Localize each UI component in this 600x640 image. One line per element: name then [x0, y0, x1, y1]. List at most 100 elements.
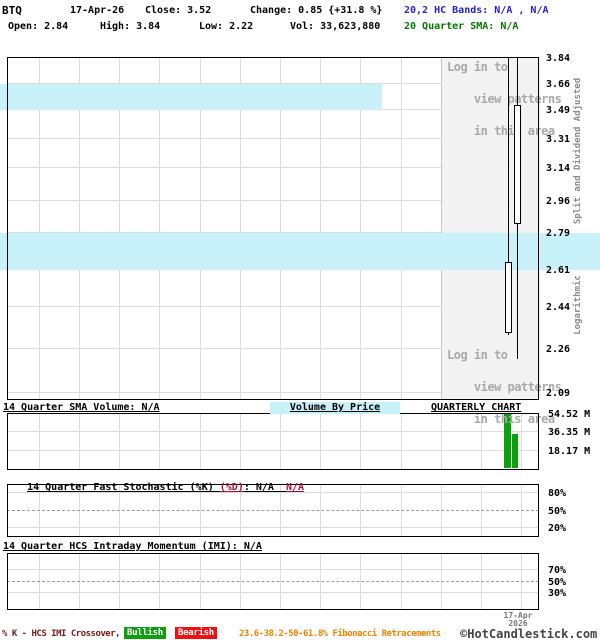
vertical-gridline — [481, 484, 482, 537]
login-notice-top[interactable]: Log in to view patterns in this area — [447, 59, 562, 139]
volume-panel — [7, 413, 539, 470]
login-line: view patterns — [473, 380, 562, 394]
price-axis-label: 2.96 — [546, 195, 571, 207]
vertical-gridline — [159, 484, 161, 537]
stochastic-k-value: : N/A — [243, 482, 286, 493]
price-gridline — [7, 138, 539, 140]
vertical-gridline — [440, 413, 442, 470]
vertical-gridline — [280, 57, 281, 400]
volume-axis-label: 36.35 M — [548, 427, 591, 439]
hc-bands-value: 20,2 HC Bands: N/A , N/A — [404, 5, 549, 16]
x-axis-year: 2026 — [508, 619, 528, 628]
imi-axis-label: 70% — [548, 565, 567, 576]
vertical-gridline — [400, 57, 402, 400]
stochastic-k-label: 14 Quarter Fast Stochastic (%K) — [27, 482, 220, 493]
vertical-gridline — [481, 413, 482, 470]
price-gridline — [7, 348, 539, 350]
stochastic-header: 14 Quarter Fast Stochastic (%K) (%D): N/… — [3, 471, 304, 504]
volume-by-price-band — [0, 233, 600, 271]
quote-open: Open: 2.84 — [8, 21, 69, 32]
vertical-gridline — [79, 413, 80, 470]
quote-change: Change: 0.85 {+31.8 %} — [250, 5, 383, 16]
log-scale-caption: Logarithmic — [573, 275, 583, 335]
volume-by-price-label[interactable]: Volume By Price — [270, 402, 400, 414]
volume-axis-label: 18.17 M — [548, 445, 591, 457]
stochastic-gridline — [7, 527, 539, 528]
vertical-gridline — [119, 413, 121, 470]
login-line: Log in to — [447, 60, 508, 74]
imi-axis-label: 50% — [548, 576, 567, 588]
volume-bar — [503, 413, 511, 468]
price-axis-label: 3.49 — [546, 105, 571, 117]
vertical-gridline — [239, 413, 241, 470]
vertical-gridline — [199, 484, 201, 537]
stochastic-d-label[interactable]: (%D) — [219, 482, 244, 493]
price-axis-label: 2.26 — [546, 344, 571, 356]
price-gridline — [7, 167, 539, 169]
volume-bar — [512, 434, 518, 468]
ticker-symbol: BTQ — [2, 4, 22, 17]
vertical-gridline — [280, 484, 281, 537]
vertical-gridline — [400, 413, 402, 470]
quote-date: 17-Apr-26 — [70, 5, 125, 16]
quote-close: Close: 3.52 — [145, 5, 212, 16]
price-axis-label: 2.44 — [546, 302, 571, 314]
vertical-gridline — [521, 484, 523, 537]
vertical-gridline — [239, 57, 241, 400]
vertical-gridline — [320, 553, 322, 610]
stochastic-axis-label: 20% — [548, 523, 567, 534]
bearish-badge: Bearish — [175, 627, 217, 639]
vertical-gridline — [79, 484, 80, 537]
vertical-gridline — [320, 484, 322, 537]
vertical-gridline — [440, 484, 442, 537]
stochastic-panel — [7, 484, 539, 537]
vertical-gridline — [119, 484, 121, 537]
price-axis-label: 3.14 — [546, 163, 571, 175]
vertical-gridline — [199, 57, 201, 400]
quote-low: Low: 2.22 — [199, 21, 254, 32]
vertical-gridline — [38, 553, 40, 610]
login-line: in this area — [473, 412, 555, 426]
crossover-legend: % K - HCS IMI Crossover, — [2, 629, 121, 639]
vertical-gridline — [320, 57, 322, 400]
vertical-gridline — [159, 57, 161, 400]
candle-body — [505, 261, 512, 333]
price-gridline — [7, 306, 539, 308]
vertical-gridline — [360, 484, 362, 537]
volume-gridline — [7, 449, 539, 451]
vertical-gridline — [280, 553, 281, 610]
vertical-gridline — [119, 57, 121, 400]
vertical-gridline — [79, 57, 80, 400]
price-axis-label: 3.84 — [546, 52, 571, 64]
sma-value: 20 Quarter SMA: N/A — [404, 21, 519, 32]
price-axis-label: 3.66 — [546, 78, 571, 90]
vertical-gridline — [199, 553, 201, 610]
vertical-gridline — [159, 413, 161, 470]
vertical-gridline — [239, 484, 241, 537]
volume-by-price-band — [0, 83, 383, 111]
imi-axis-label: 30% — [548, 588, 567, 599]
price-axis-label: 3.31 — [546, 134, 571, 146]
price-axis-label: 2.61 — [546, 265, 571, 277]
vertical-gridline — [481, 553, 482, 610]
copyright-link[interactable]: ©HotCandlestick.com — [460, 627, 598, 640]
bullish-badge: Bullish — [124, 627, 166, 639]
vertical-gridline — [38, 413, 40, 470]
vertical-gridline — [320, 413, 322, 470]
imi-panel — [7, 553, 539, 610]
quote-high: High: 3.84 — [100, 21, 161, 32]
price-gridline — [7, 391, 539, 393]
login-line: Log in to — [447, 348, 508, 362]
volume-axis-label: 54.52 M — [548, 409, 591, 420]
stochastic-d-value: N/A — [286, 482, 305, 493]
login-line: view patterns — [473, 92, 562, 106]
login-notice-bottom[interactable]: Log in to view patterns in this area — [447, 347, 562, 427]
x-axis-date: 17-Apr — [503, 611, 533, 620]
volume-gridline — [7, 431, 539, 433]
vertical-gridline — [360, 553, 362, 610]
vertical-gridline — [440, 553, 442, 610]
price-gridline — [7, 232, 539, 234]
stochastic-axis-label: 80% — [548, 488, 567, 499]
chart-interval-label: QUARTERLY CHART — [431, 402, 522, 413]
imi-gridline — [7, 569, 539, 570]
